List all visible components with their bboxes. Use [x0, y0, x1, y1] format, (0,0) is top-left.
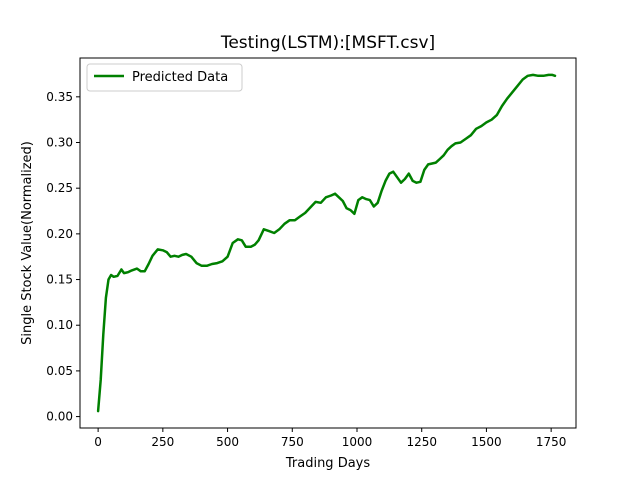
plot-frame: [79, 57, 577, 429]
y-axis: 0.00 0.05 0.10 0.15 0.20 0.25 0.30 0.35: [46, 90, 80, 424]
x-axis: 0 250 500 750 1000 1250 1500 1750: [94, 428, 566, 449]
x-tick-label: 1250: [406, 435, 437, 449]
x-tick-label: 1750: [536, 435, 567, 449]
y-tick-label: 0.00: [46, 410, 73, 424]
y-tick-label: 0.05: [46, 364, 73, 378]
y-tick-label: 0.35: [46, 90, 73, 104]
x-axis-label: Trading Days: [285, 456, 370, 471]
legend: Predicted Data: [86, 63, 243, 92]
x-tick-label: 750: [281, 435, 304, 449]
series-layer: [96, 73, 557, 413]
chart-title: Testing(LSTM):[MSFT.csv]: [220, 33, 435, 53]
y-axis-label: Single Stock Value(Normalized): [20, 141, 35, 345]
x-tick-label: 0: [94, 435, 102, 449]
y-tick-label: 0.10: [46, 318, 73, 332]
legend-label: Predicted Data: [132, 70, 228, 85]
legend-frame: [86, 63, 243, 92]
x-tick-label: 1500: [471, 435, 502, 449]
series-line-predicted-data: [96, 73, 557, 413]
y-tick-label: 0.20: [46, 227, 73, 241]
x-tick-label: 500: [216, 435, 239, 449]
x-tick-label: 250: [151, 435, 174, 449]
plot-area: 0 250 500 750 1000 1250 1500 1750 0.000.050.100…: [46, 57, 577, 449]
x-tick-label: 1000: [342, 435, 373, 449]
y-tick-label: 0.15: [46, 273, 73, 287]
y-tick-label: 0.25: [46, 181, 73, 195]
y-tick-label: 0.30: [46, 136, 73, 150]
